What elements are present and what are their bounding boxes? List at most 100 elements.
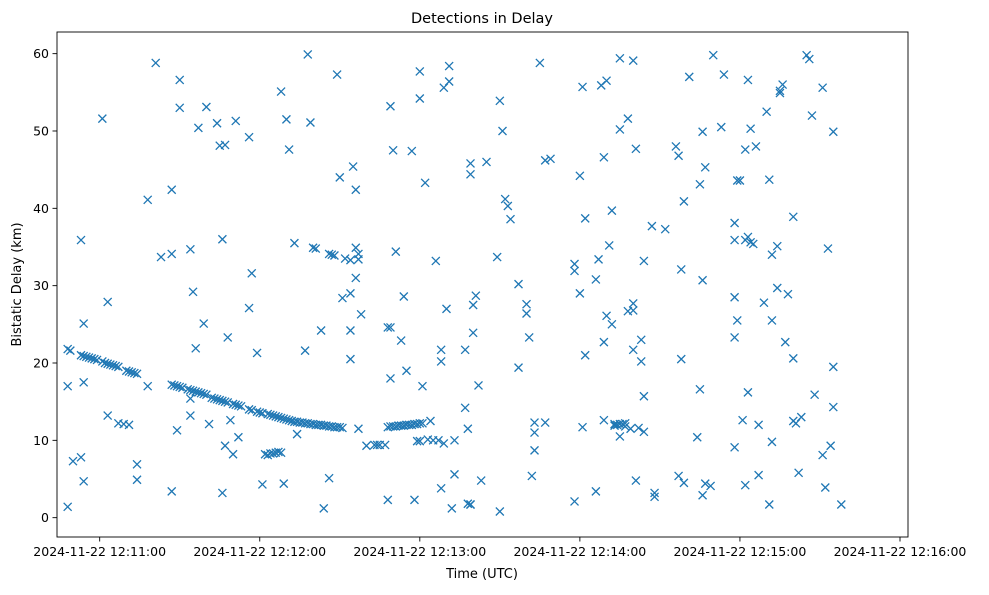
y-tick-label: 50 [33, 123, 49, 138]
clutter-point-marker [450, 469, 459, 479]
clutter-point-marker [594, 254, 604, 264]
clutter-point-marker [167, 185, 177, 195]
clutter-point-marker [807, 111, 817, 120]
clutter-point-marker [615, 53, 625, 63]
x-tick-label: 2024-11-22 12:13:00 [353, 544, 486, 559]
clutter-point-marker [383, 495, 393, 505]
clutter-point-marker [500, 194, 510, 204]
clutter-point-marker [191, 343, 201, 353]
clutter-point-marker [300, 346, 310, 356]
clutter-point-marker [463, 424, 473, 434]
x-tick-label: 2024-11-22 12:14:00 [513, 544, 646, 559]
clutter-point-marker [466, 169, 475, 179]
clutter-point-marker [273, 447, 283, 457]
clutter-point-marker [225, 415, 235, 425]
track-point-marker [273, 412, 283, 422]
clutter-point-marker [356, 309, 366, 319]
clutter-point-marker [591, 486, 601, 496]
clutter-point-marker [620, 421, 630, 431]
clutter-point-marker [732, 176, 742, 185]
clutter-point-marker [580, 350, 590, 360]
clutter-point-marker [575, 288, 585, 298]
track-point-marker [271, 411, 281, 421]
track-point-marker [132, 369, 142, 379]
clutter-point-marker [351, 243, 361, 253]
clutter-point-marker [444, 61, 454, 71]
clutter-point-marker [636, 356, 646, 366]
clutter-point-marker [474, 380, 483, 390]
x-tick-label: 2024-11-22 12:11:00 [33, 544, 166, 559]
y-tick-label: 40 [33, 201, 49, 216]
clutter-point-marker [132, 475, 142, 485]
clutter-point-marker [233, 432, 243, 442]
clutter-point-marker [217, 234, 227, 244]
clutter-point-marker [353, 254, 363, 264]
track-point-marker [105, 360, 115, 370]
track-point-marker [108, 360, 118, 370]
clutter-point-marker [151, 58, 161, 68]
clutter-point-marker [263, 450, 273, 460]
track-point-marker [177, 383, 187, 393]
clutter-point-marker [386, 322, 395, 332]
clutter-point-marker [447, 503, 457, 513]
track-point-marker [65, 346, 75, 356]
clutter-point-marker [439, 438, 449, 448]
clutter-point-marker [735, 176, 745, 185]
clutter-point-marker [231, 116, 241, 126]
track-point-marker [63, 344, 73, 354]
track-point-marker [276, 413, 286, 423]
clutter-point-marker [570, 266, 579, 276]
track-point-marker [268, 411, 278, 421]
track-point-marker [263, 409, 273, 419]
clutter-point-marker [353, 424, 363, 434]
clutter-point-marker [132, 459, 142, 469]
clutter-point-marker [700, 162, 710, 172]
clutter-point-marker [156, 252, 166, 262]
track-point-marker [207, 393, 217, 403]
clutter-point-marker [706, 481, 716, 491]
clutter-point-marker [185, 244, 195, 254]
x-tick-label: 2024-11-22 12:15:00 [674, 544, 807, 559]
track-point-marker [175, 382, 185, 392]
clutter-point-marker [79, 377, 89, 387]
clutter-point-marker [738, 415, 748, 425]
clutter-point-marker [388, 145, 398, 155]
track-point-marker [81, 352, 91, 362]
clutter-point-marker [399, 292, 409, 301]
clutter-point-marker [351, 273, 361, 283]
clutter-point-marker [695, 179, 705, 189]
clutter-point-marker [578, 82, 587, 92]
clutter-point-marker [431, 256, 441, 266]
track-point-marker [223, 397, 233, 407]
track-point-marker [97, 356, 107, 366]
clutter-point-marker [495, 96, 505, 106]
clutter-point-marker [746, 237, 756, 247]
clutter-point-marker [780, 337, 790, 347]
clutter-point-marker [460, 403, 470, 413]
clutter-point-marker [345, 288, 355, 298]
track-point-marker [220, 397, 230, 407]
clutter-point-marker [407, 146, 417, 156]
clutter-point-marker [185, 394, 195, 404]
clutter-point-marker [626, 424, 636, 434]
clutter-point-marker [415, 436, 425, 446]
clutter-point-marker [220, 140, 230, 150]
clutter-point-marker [828, 127, 838, 137]
track-point-marker [89, 354, 99, 364]
clutter-point-marker [676, 264, 686, 274]
clutter-point-marker [719, 70, 729, 79]
clutter-point-marker [604, 240, 614, 250]
clutter-point-marker [124, 420, 134, 430]
track-point-marker [228, 399, 238, 409]
track-point-marker [121, 366, 131, 376]
plot-area-background [57, 32, 908, 537]
clutter-point-marker [730, 218, 740, 228]
track-point-marker [415, 418, 425, 428]
clutter-point-marker [679, 478, 689, 488]
clutter-point-marker [76, 452, 86, 462]
clutter-point-marker [647, 221, 657, 231]
clutter-point-marker [599, 415, 609, 425]
track-point-marker [188, 386, 198, 396]
clutter-point-marker [639, 256, 649, 266]
clutter-point-marker [602, 76, 612, 86]
